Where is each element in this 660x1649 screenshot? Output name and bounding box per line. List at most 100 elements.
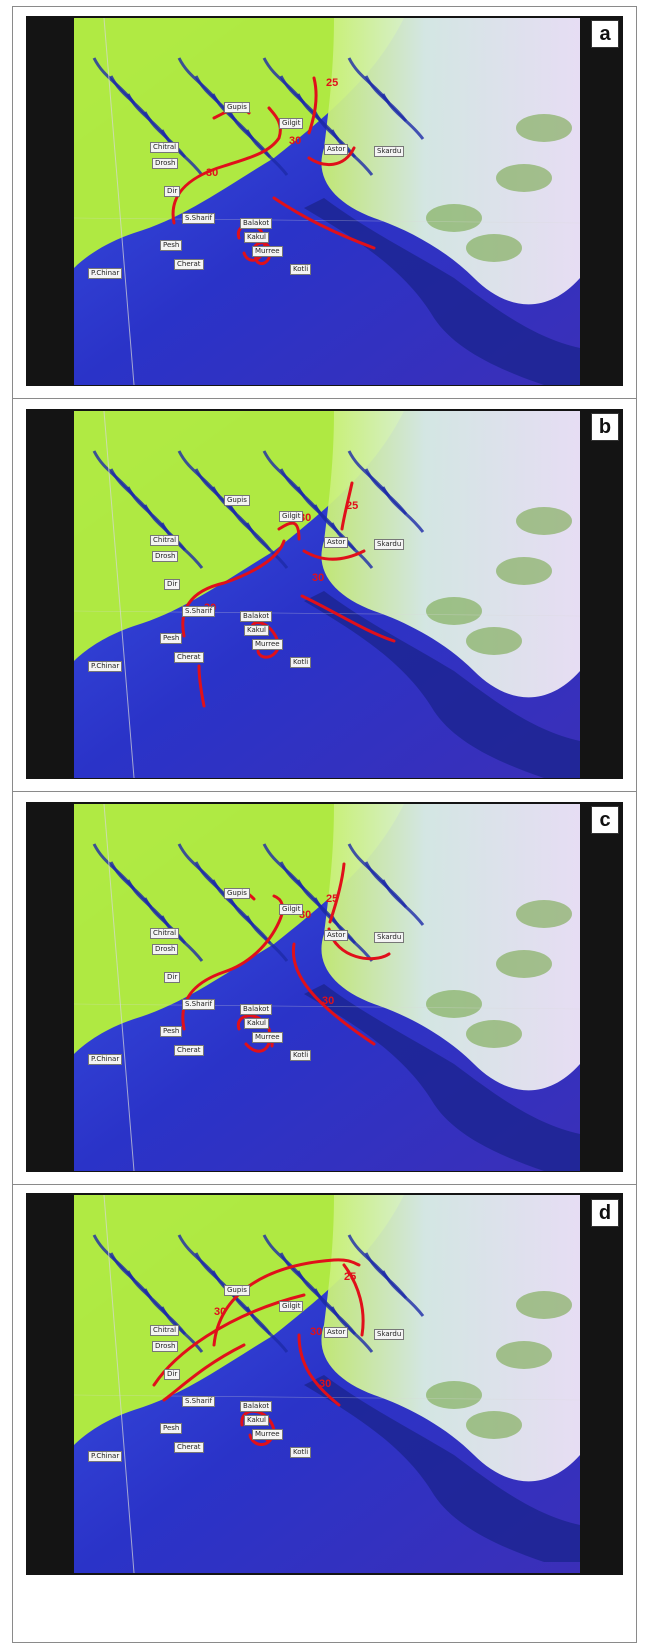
cloud-area [321,1195,580,1482]
satellite-panel-a: 25 30 30 Gupis Gilgit Astor Skardu Chitral Drosh… [12,6,637,399]
contour-value-label: 25 [326,77,338,89]
station-label: Gilgit [279,904,304,915]
station-label: Kakul [244,1018,269,1029]
station-label: Astor [324,537,349,548]
vegetation-patch [466,1020,522,1048]
contour-value-label: 30 [289,135,301,147]
station-label: Chitral [150,1325,180,1336]
valley-texture [330,915,374,962]
station-label: S.Sharif [182,213,216,224]
station-label: Dir [164,1369,181,1380]
panel-letter: b [591,413,619,441]
station-label: Gilgit [279,511,304,522]
vegetation-patch [516,507,572,535]
satellite-panel-d: 25 30 30 30 Gupis Gilgit Astor Skardu Chitral Dro… [12,1185,637,1637]
mountain-ridge [304,198,580,385]
station-label: Kakul [244,232,269,243]
station-label: P.Chinar [88,1451,123,1462]
isotherm-contour [300,594,396,643]
valley-texture [381,486,425,533]
valley-texture [160,129,204,176]
valley-texture [381,879,425,926]
contour-value-label: 30 [322,995,334,1007]
grid-line [103,1195,135,1573]
station-label: Pesh [160,240,183,251]
station-label: S.Sharif [182,1396,216,1407]
station-label: Drosh [152,551,179,562]
station-label: Murree [252,1032,283,1043]
station-label: Astor [324,1327,349,1338]
vegetation-patch [516,900,572,928]
valley-texture [330,1306,374,1353]
isotherm-contour [307,146,356,167]
vegetation-patch [466,1411,522,1439]
station-label: Balakot [240,1401,273,1412]
contour-value-label: 25 [326,893,338,905]
station-label: Kotli [290,657,312,668]
station-label: Astor [324,144,349,155]
isotherm-contour [152,1293,306,1387]
station-label: Gupis [224,1285,250,1296]
isotherm-contour [340,481,354,531]
panel-letter: c [591,806,619,834]
valley-texture [245,129,289,176]
station-label: Dir [164,186,181,197]
station-label: Murree [252,246,283,257]
vegetation-patch [466,234,522,262]
satellite-panel-c: 25 30 30 Gupis Gilgit Astor Skardu Chitral Drosh… [12,792,637,1185]
station-label: Gilgit [279,1301,304,1312]
isotherm-contour [291,942,376,1046]
vegetation-patch [516,114,572,142]
station-label: P.Chinar [88,661,123,672]
contour-value-label: 30 [319,1378,331,1390]
station-label: Pesh [160,1423,183,1434]
grid-line [74,610,580,617]
vegetation-patch [496,164,552,192]
satellite-image: 25 30 30 Gupis Gilgit Astor Skardu Chitral Drosh… [74,18,580,385]
vegetation-patch [426,204,482,232]
snow-cover-area [74,411,404,661]
station-label: Skardu [374,932,405,943]
isotherm-contour [162,1343,246,1402]
grid-line [74,1394,580,1401]
station-label: Skardu [374,539,405,550]
station-label: Balakot [240,1004,273,1015]
satellite-image: 25303030GupisGilgitAstorSkarduChitralDro… [74,411,580,778]
contour-value-label: 25 [346,500,358,512]
contour-value-label: 25 [344,1271,356,1283]
cloud-area [321,18,580,305]
station-label: Chitral [150,535,180,546]
station-label: Kakul [244,1415,269,1426]
contour-value-label: 30 [312,572,324,584]
snow-cover-area [74,804,404,1054]
station-label: Dir [164,972,181,983]
station-label: Balakot [240,611,273,622]
snow-cover-area [74,18,404,268]
valley-texture [160,1306,204,1353]
station-label: Kotli [290,1050,312,1061]
vegetation-patch [496,950,552,978]
station-label: Gupis [224,888,250,899]
vegetation-patch [426,1381,482,1409]
isotherm-contour [236,1014,272,1053]
vegetation-patch [516,1291,572,1319]
satellite-image: 25 30 30 Gupis Gilgit Astor Skardu Chitral Drosh… [74,804,580,1171]
vegetation-patch [426,597,482,625]
satellite-panel-b: 25303030GupisGilgitAstorSkarduChitralDro… [12,399,637,792]
station-label: Drosh [152,944,179,955]
station-label: Murree [252,1429,283,1440]
station-label: Cherat [174,1442,204,1453]
station-label: Cherat [174,652,204,663]
station-label: Skardu [374,146,405,157]
station-label: Chitral [150,142,180,153]
grid-line [103,804,135,1171]
cloud-area [321,411,580,698]
vegetation-patch [466,627,522,655]
station-label: Murree [252,639,283,650]
mountain-ridge [304,1375,580,1562]
isotherm-contour [277,521,301,541]
satellite-map-svg: 25 30 30 30 [74,1195,580,1573]
